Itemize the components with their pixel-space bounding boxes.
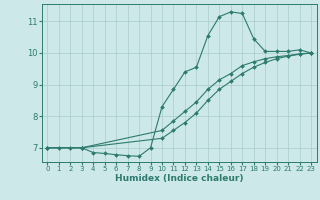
X-axis label: Humidex (Indice chaleur): Humidex (Indice chaleur): [115, 174, 244, 183]
